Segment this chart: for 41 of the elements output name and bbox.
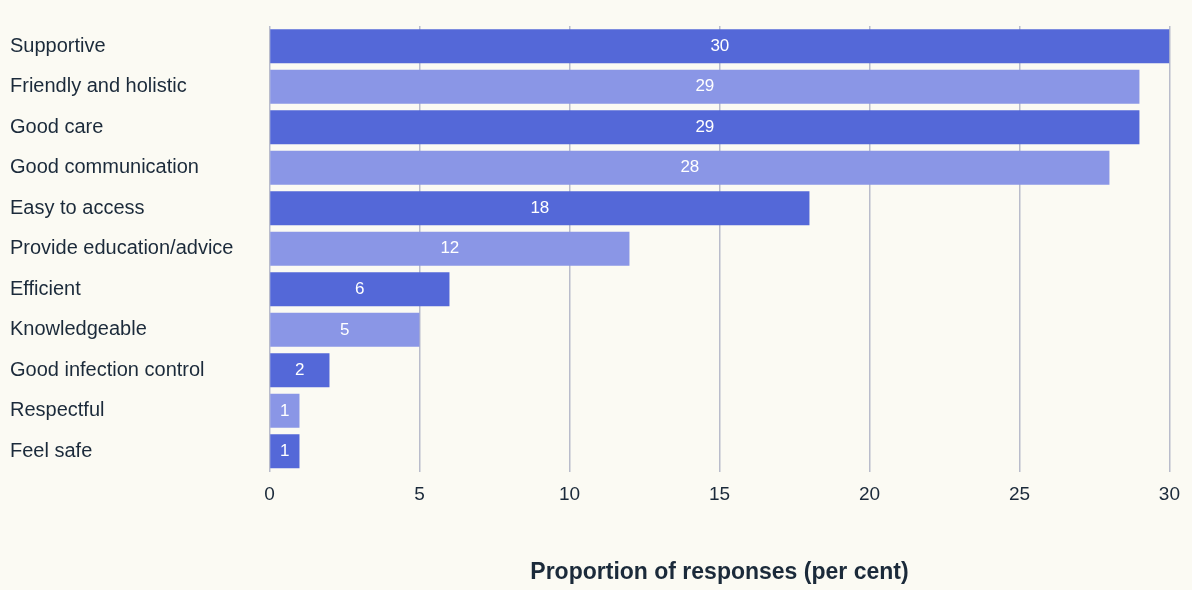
bar	[270, 150, 1110, 185]
x-axis-title: Proportion of responses (per cent)	[530, 557, 909, 584]
x-tick-label: 5	[414, 483, 425, 505]
y-tick-label: Provide education/advice	[10, 236, 234, 259]
y-tick-label: Supportive	[10, 33, 106, 56]
data-label: 29	[695, 76, 715, 96]
data-label: 1	[280, 441, 290, 461]
data-label: 28	[680, 157, 700, 177]
bar	[270, 29, 1170, 64]
y-tick-label: Good infection control	[10, 357, 205, 380]
bar	[270, 353, 330, 388]
y-tick-label: Efficient	[10, 276, 82, 299]
bar	[270, 231, 630, 266]
bar	[270, 434, 300, 469]
y-tick-label: Good communication	[10, 155, 199, 178]
bar	[270, 393, 300, 428]
data-label: 6	[355, 279, 365, 298]
bar	[270, 272, 450, 307]
data-label: 12	[440, 238, 460, 258]
x-tick-label: 10	[558, 483, 581, 505]
y-tick-label: Feel safe	[10, 438, 93, 461]
y-tick-label: Easy to access	[10, 195, 145, 218]
bar	[270, 191, 810, 226]
data-label: 1	[280, 400, 290, 420]
data-label: 29	[695, 116, 715, 136]
x-tick-label: 0	[264, 483, 275, 505]
y-tick-label: Good care	[10, 114, 104, 137]
bar	[270, 110, 1140, 145]
bar	[270, 69, 1140, 104]
x-tick-label: 25	[1008, 483, 1031, 505]
y-tick-label: Respectful	[10, 398, 105, 421]
x-tick-label: 15	[708, 483, 731, 505]
y-tick-label: Friendly and holistic	[10, 74, 187, 97]
bar	[270, 312, 420, 347]
x-tick-label: 30	[1158, 483, 1180, 505]
data-label: 5	[340, 319, 350, 339]
data-label: 30	[710, 35, 730, 55]
x-tick-label: 20	[858, 483, 881, 505]
y-tick-label: Knowledgeable	[10, 317, 147, 340]
data-label: 2	[295, 360, 305, 380]
data-label: 18	[530, 197, 550, 217]
